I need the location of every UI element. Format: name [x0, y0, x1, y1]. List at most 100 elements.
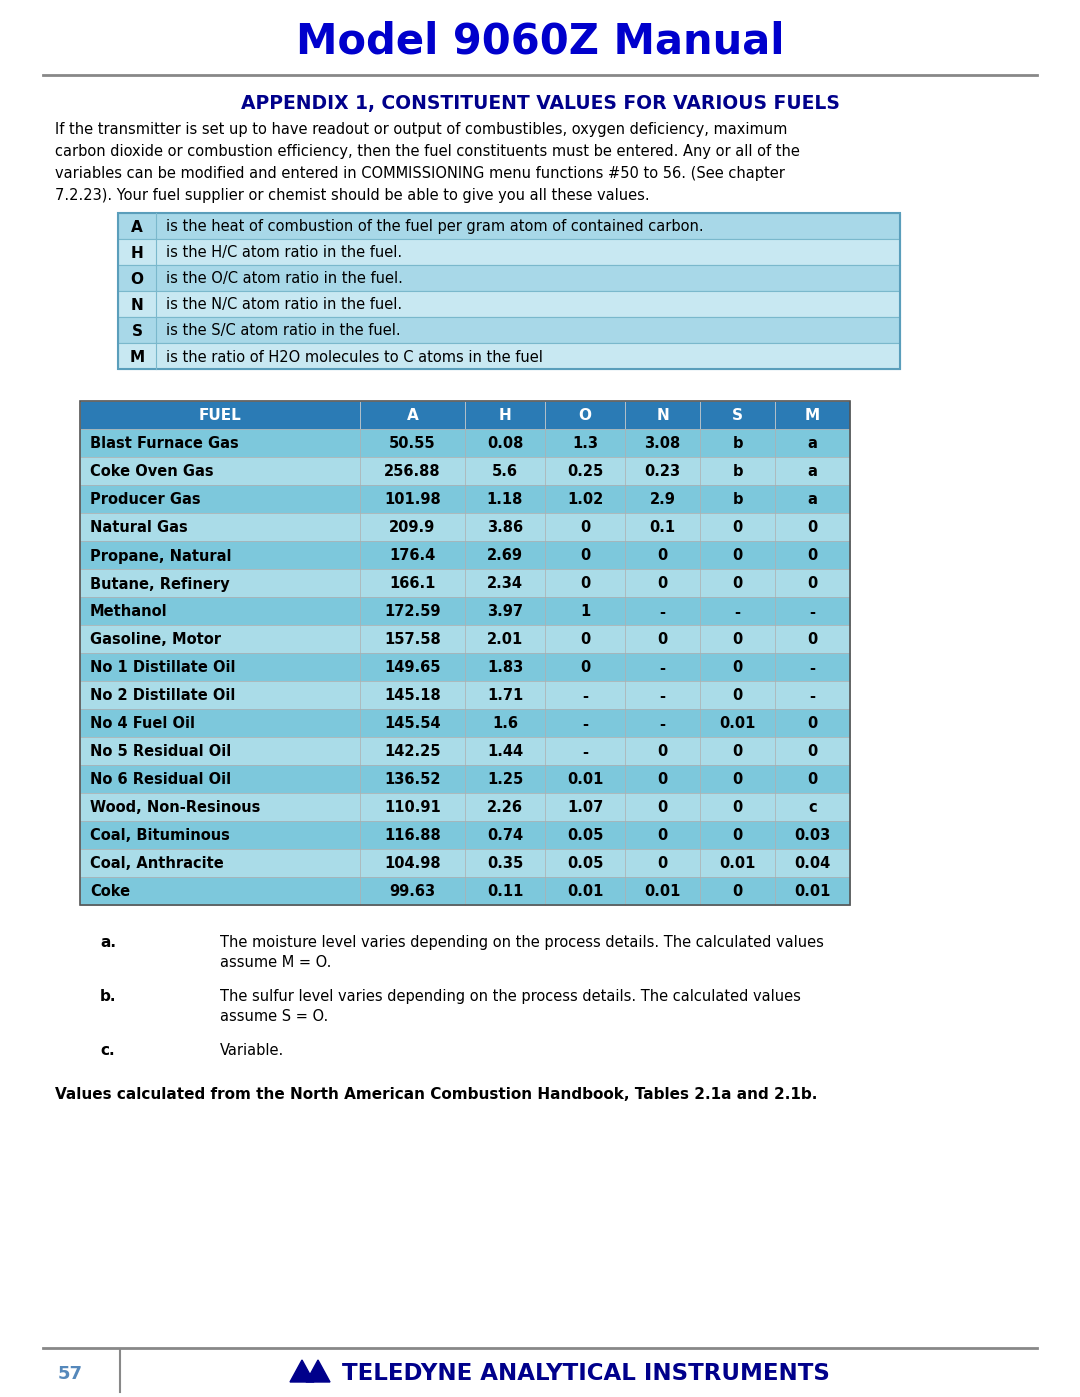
Bar: [700, 849, 775, 877]
Text: 149.65: 149.65: [384, 661, 441, 676]
Bar: [465, 597, 545, 624]
Bar: [545, 766, 625, 793]
Text: 0: 0: [732, 521, 743, 535]
Text: APPENDIX 1, CONSTITUENT VALUES FOR VARIOUS FUELS: APPENDIX 1, CONSTITUENT VALUES FOR VARIO…: [241, 94, 839, 113]
Text: a: a: [808, 464, 818, 479]
Bar: [625, 710, 700, 738]
Text: TELEDYNE ANALYTICAL INSTRUMENTS: TELEDYNE ANALYTICAL INSTRUMENTS: [342, 1362, 829, 1386]
Bar: [625, 849, 700, 877]
Text: 1.6: 1.6: [492, 717, 518, 732]
Text: Blast Furnace Gas: Blast Furnace Gas: [90, 436, 239, 451]
Bar: [118, 344, 900, 369]
Bar: [775, 738, 850, 766]
Bar: [465, 401, 545, 429]
Bar: [360, 597, 465, 624]
Text: 0.35: 0.35: [487, 856, 523, 872]
Text: 2.26: 2.26: [487, 800, 523, 816]
Bar: [775, 849, 850, 877]
Text: 99.63: 99.63: [390, 884, 435, 900]
Bar: [118, 212, 900, 369]
Text: 1.83: 1.83: [487, 661, 523, 676]
Bar: [80, 401, 360, 429]
Text: carbon dioxide or combustion efficiency, then the fuel constituents must be ente: carbon dioxide or combustion efficiency,…: [55, 144, 800, 159]
Bar: [775, 652, 850, 680]
Bar: [700, 821, 775, 849]
Text: 0.04: 0.04: [795, 856, 831, 872]
Text: 1.44: 1.44: [487, 745, 523, 760]
Text: No 5 Residual Oil: No 5 Residual Oil: [90, 745, 231, 760]
Bar: [545, 877, 625, 905]
Bar: [465, 569, 545, 597]
Text: is the heat of combustion of the fuel per gram atom of contained carbon.: is the heat of combustion of the fuel pe…: [166, 219, 704, 235]
Bar: [360, 569, 465, 597]
Text: 0: 0: [658, 549, 667, 563]
Text: c.: c.: [100, 1044, 114, 1058]
Bar: [80, 793, 360, 821]
Bar: [465, 429, 545, 457]
Text: 0.05: 0.05: [567, 828, 604, 844]
Text: 50.55: 50.55: [389, 436, 436, 451]
Bar: [775, 569, 850, 597]
Bar: [545, 849, 625, 877]
Text: 176.4: 176.4: [390, 549, 435, 563]
Text: O: O: [579, 408, 592, 423]
Bar: [625, 738, 700, 766]
Text: 166.1: 166.1: [389, 577, 435, 591]
Text: The sulfur level varies depending on the process details. The calculated values: The sulfur level varies depending on the…: [220, 989, 801, 1004]
Text: 209.9: 209.9: [390, 521, 435, 535]
Text: 0: 0: [658, 773, 667, 788]
Bar: [545, 485, 625, 513]
Bar: [118, 239, 900, 265]
Bar: [465, 793, 545, 821]
Polygon shape: [306, 1361, 330, 1382]
Text: 110.91: 110.91: [384, 800, 441, 816]
Bar: [360, 849, 465, 877]
Text: Variable.: Variable.: [220, 1044, 284, 1058]
Bar: [465, 652, 545, 680]
Text: 1.3: 1.3: [572, 436, 598, 451]
Bar: [465, 541, 545, 569]
Text: N: N: [131, 298, 144, 313]
Text: 0: 0: [732, 633, 743, 647]
Bar: [465, 710, 545, 738]
Text: 0.01: 0.01: [645, 884, 680, 900]
Bar: [625, 624, 700, 652]
Bar: [465, 513, 545, 541]
Bar: [700, 877, 775, 905]
Text: Wood, Non-Resinous: Wood, Non-Resinous: [90, 800, 260, 816]
Text: Natural Gas: Natural Gas: [90, 521, 188, 535]
Text: Coke Oven Gas: Coke Oven Gas: [90, 464, 214, 479]
Text: 7.2.23). Your fuel supplier or chemist should be able to give you all these valu: 7.2.23). Your fuel supplier or chemist s…: [55, 189, 650, 203]
Bar: [775, 485, 850, 513]
Bar: [625, 793, 700, 821]
Text: S: S: [132, 324, 143, 338]
Bar: [700, 624, 775, 652]
Text: Model 9060Z Manual: Model 9060Z Manual: [296, 21, 784, 63]
Text: 1.07: 1.07: [567, 800, 603, 816]
Text: 104.98: 104.98: [384, 856, 441, 872]
Text: 57: 57: [58, 1365, 83, 1383]
Text: N: N: [657, 408, 669, 423]
Bar: [360, 652, 465, 680]
Text: 5.6: 5.6: [492, 464, 518, 479]
Text: M: M: [805, 408, 820, 423]
Bar: [360, 877, 465, 905]
Text: is the N/C atom ratio in the fuel.: is the N/C atom ratio in the fuel.: [166, 298, 402, 313]
Text: Values calculated from the North American Combustion Handbook, Tables 2.1a and 2: Values calculated from the North America…: [55, 1087, 818, 1102]
Text: 0.08: 0.08: [487, 436, 523, 451]
Text: assume M = O.: assume M = O.: [220, 956, 332, 970]
Text: 3.08: 3.08: [645, 436, 680, 451]
Text: 256.88: 256.88: [384, 464, 441, 479]
Bar: [80, 738, 360, 766]
Text: 0: 0: [808, 745, 818, 760]
Text: 0.25: 0.25: [567, 464, 603, 479]
Bar: [80, 401, 850, 905]
Text: -: -: [810, 689, 815, 704]
Text: 142.25: 142.25: [384, 745, 441, 760]
Text: S: S: [732, 408, 743, 423]
Bar: [545, 513, 625, 541]
Bar: [775, 821, 850, 849]
Text: 0.01: 0.01: [794, 884, 831, 900]
Text: 145.54: 145.54: [384, 717, 441, 732]
Bar: [360, 541, 465, 569]
